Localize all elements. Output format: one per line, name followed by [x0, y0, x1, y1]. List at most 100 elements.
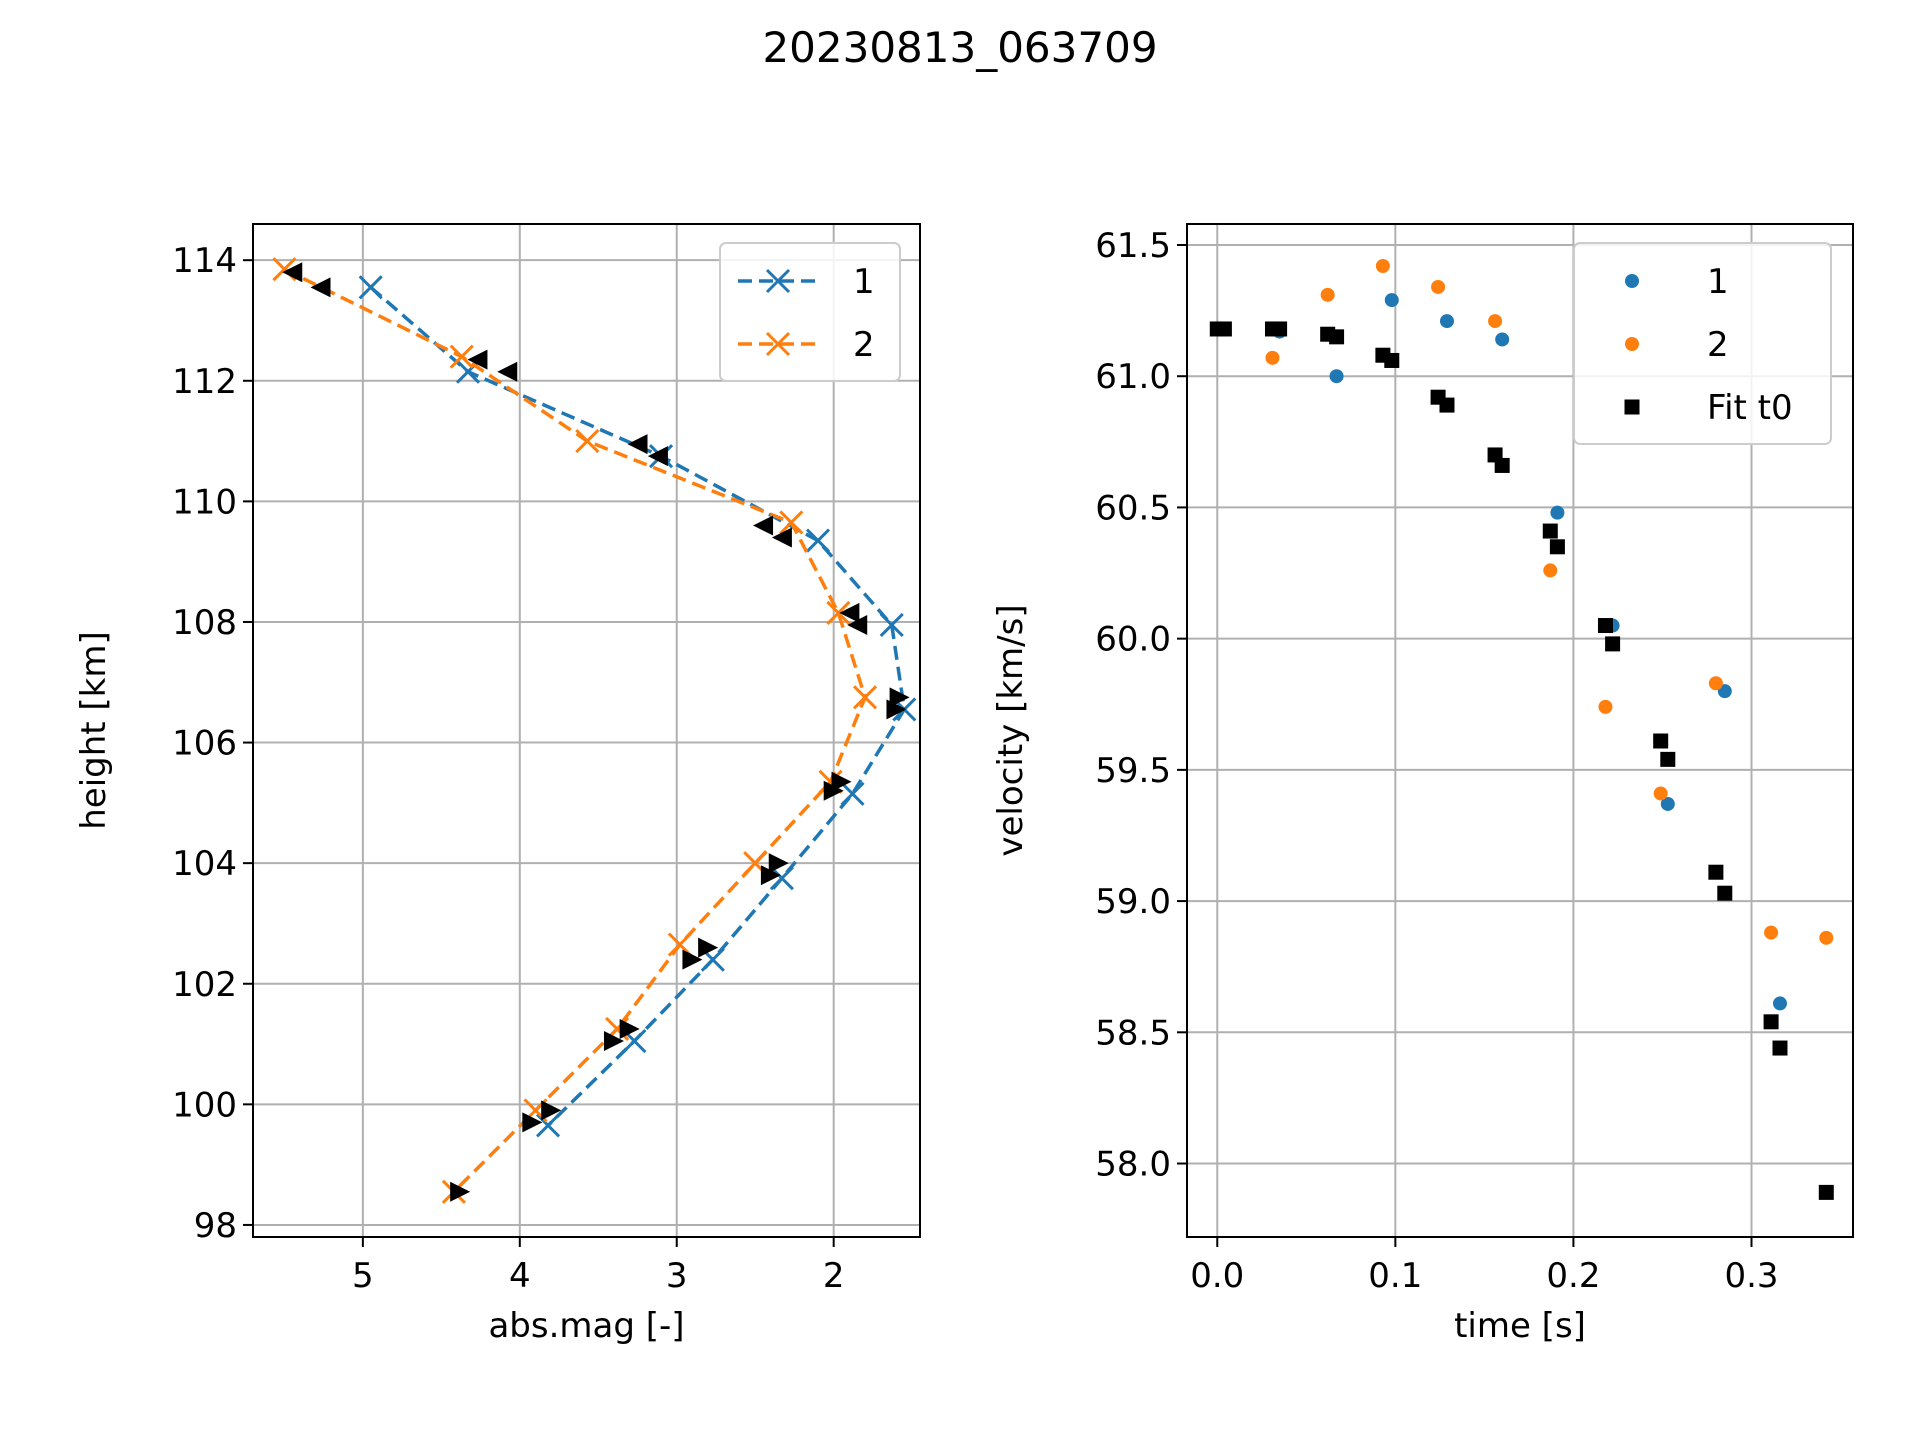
series-vel-2-point: [1488, 314, 1503, 329]
series-vel-2-point: [1598, 699, 1613, 714]
series-fit-t0-point: [1439, 397, 1455, 413]
legend-marker-vel-1: [1625, 274, 1639, 288]
series-vel-1-point: [1495, 332, 1510, 347]
legend-right: 1 2 Fit t0: [1573, 242, 1832, 445]
series-fit-t0-point: [1216, 321, 1232, 337]
y-tick-label: 114: [172, 241, 237, 281]
series-fit-left-point: [753, 515, 774, 536]
series-mag-1-point: [805, 528, 831, 553]
series-right: [1209, 258, 1834, 1200]
legend-marker-mag-2: [765, 331, 791, 357]
legend-left: 12: [719, 242, 901, 382]
series-fit-left-point: [497, 361, 518, 382]
legend-marker-vel-2: [1625, 337, 1639, 351]
series-mag-2-point: [667, 932, 692, 957]
series-fit-left-point: [771, 527, 792, 548]
legend-marker-fit-t0: [1624, 399, 1640, 415]
series-fit-right-point: [682, 949, 703, 970]
series-vel-2-point: [1265, 350, 1280, 365]
series-fit-t0-point: [1818, 1184, 1834, 1200]
series-fit-t0-point: [1605, 636, 1621, 652]
legend-label-mag-1: 1: [853, 262, 875, 302]
series-fit-left-point: [282, 262, 303, 283]
series-vel-1-point: [1660, 796, 1675, 811]
y-tick-label: 61.5: [1095, 226, 1171, 266]
y-axis-label-right: velocity [km/s]: [991, 604, 1031, 856]
x-tick-label: 2: [823, 1256, 845, 1296]
series-vel-2-point: [1543, 563, 1558, 578]
series-vel-2-point: [1708, 676, 1723, 691]
legend-label-fit-t0: Fit t0: [1707, 388, 1793, 428]
series-mag-1-point: [769, 866, 794, 891]
velocity-vs-time-plot: 0.0 0.1 0.2 0.3 58.0 58.5 59.0 59.5 60.0 60.5 61.0…: [991, 223, 1854, 1346]
figure-title: 20230813_063709: [762, 23, 1157, 72]
x-tick-label: 0.1: [1368, 1256, 1422, 1296]
y-tick-label: 59.5: [1095, 751, 1171, 791]
series-fit-t0-point: [1329, 329, 1345, 345]
series-fit-t0-point: [1597, 618, 1613, 634]
ticks-left: 5 4 3 2 98 100 102 104 106 108 110 112 114: [172, 241, 844, 1296]
y-tick-label: 102: [172, 965, 237, 1005]
series-mag-1-point: [879, 612, 904, 638]
axes-frame-left: [252, 223, 921, 1238]
series-fit-left-point: [647, 446, 668, 467]
series-fit-right-point: [541, 1100, 562, 1121]
series-fit-t0-point: [1763, 1014, 1779, 1030]
grid-left: [253, 224, 920, 1237]
series-fit-left-point: [847, 614, 868, 635]
y-tick-label: 104: [172, 844, 237, 884]
y-tick-label: 112: [172, 362, 237, 402]
series-mag-2-point: [779, 510, 804, 535]
series-vel-1-point: [1772, 996, 1787, 1011]
series-mag-2-point: [826, 600, 851, 625]
x-tick-label: 4: [509, 1256, 531, 1296]
series-mag-2-point: [449, 344, 474, 369]
series-fit-t0-point: [1708, 864, 1724, 880]
series-fit-right-point: [768, 853, 789, 874]
x-axis-label-left: abs.mag [-]: [488, 1306, 684, 1346]
ticks-right: 0.0 0.1 0.2 0.3 58.0 58.5 59.0 59.5 60.0 60.5 61.0…: [1095, 226, 1778, 1296]
series-fit-t0-point: [1653, 733, 1669, 749]
series-fit-right-point: [831, 771, 852, 792]
series-fit-t0-point: [1772, 1040, 1788, 1056]
y-tick-label: 110: [172, 482, 237, 522]
y-tick-label: 98: [194, 1206, 237, 1246]
y-tick-label: 58.5: [1095, 1013, 1171, 1053]
series-fit-t0-point: [1384, 352, 1400, 368]
series-fit-left-point: [467, 349, 488, 370]
y-tick-label: 106: [172, 724, 237, 764]
series-mag-1-point: [535, 1113, 561, 1138]
legend-label-mag-2: 2: [853, 325, 875, 365]
height-vs-magnitude-plot: 5 4 3 2 98 100 102 104 106 108 110 112 114 abs.mag […: [74, 223, 921, 1346]
series-vel-2-point: [1375, 258, 1390, 273]
series-mag-2-point: [575, 429, 600, 454]
series-vel-2-point: [1431, 279, 1446, 294]
series-vel-2-point: [1819, 930, 1834, 945]
y-tick-label: 59.0: [1095, 882, 1171, 922]
series-fit-right-point: [886, 699, 907, 720]
legend-label-vel-2: 2: [1707, 325, 1729, 365]
legend-box: [1573, 242, 1832, 445]
series-fit-t0-point: [1494, 457, 1510, 473]
series-mag-1-point: [358, 275, 383, 300]
series-vel-1-point: [1329, 369, 1344, 384]
x-tick-label: 5: [352, 1256, 374, 1296]
series-left: [272, 257, 917, 1204]
series-fit-t0-point: [1549, 539, 1565, 555]
series-fit-t0-point: [1717, 885, 1733, 901]
axes-frame-right: [1186, 223, 1854, 1238]
y-tick-label: 58.0: [1095, 1145, 1171, 1185]
y-tick-label: 61.0: [1095, 357, 1171, 397]
series-vel-2-point: [1764, 925, 1779, 940]
series-vel-2-point: [1653, 786, 1668, 801]
x-tick-label: 3: [666, 1256, 688, 1296]
series-mag-2-point: [853, 685, 878, 710]
series-fit-left-point: [627, 434, 648, 455]
legend-label-vel-1: 1: [1707, 262, 1729, 302]
y-tick-label: 108: [172, 603, 237, 643]
y-tick-label: 60.5: [1095, 488, 1171, 528]
series-mag-2-line: [283, 267, 867, 1194]
x-tick-label: 0.0: [1190, 1256, 1244, 1296]
